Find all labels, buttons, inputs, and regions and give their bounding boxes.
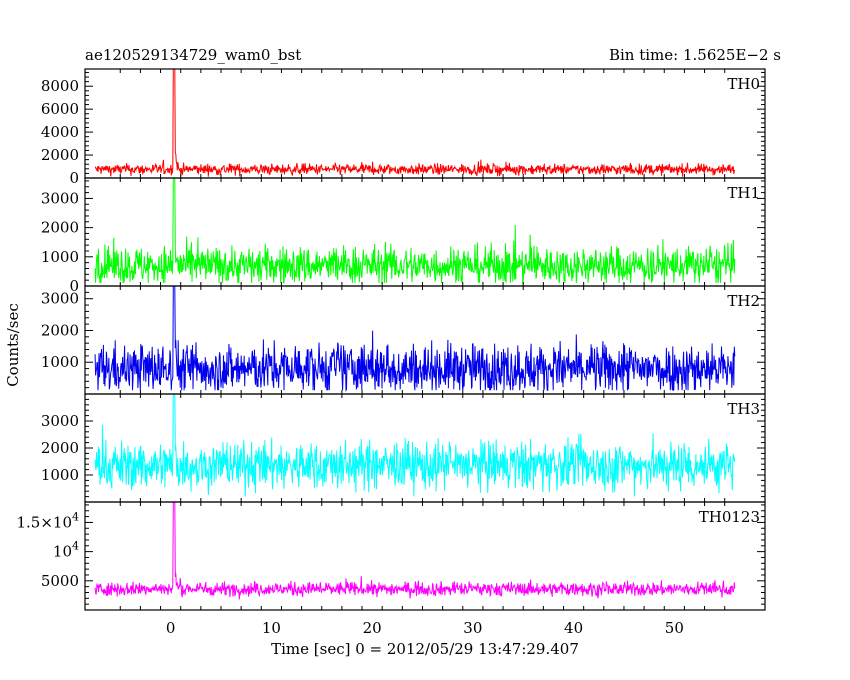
trace-th0 (94, 69, 736, 177)
y-tick-label: 6000 (41, 100, 79, 118)
x-tick-label: 30 (463, 619, 482, 637)
y-tick-label: 1000 (41, 353, 79, 371)
panel-name-th1: TH1 (727, 184, 760, 202)
y-axis-label: Counts/sec (4, 303, 22, 387)
x-tick-label: 20 (363, 619, 382, 637)
x-tick-label: 50 (665, 619, 684, 637)
y-tick-label: 3000 (41, 290, 79, 308)
y-tick-label: 3000 (41, 412, 79, 430)
y-tick-label: 1.5×104 (16, 510, 79, 531)
panel-name-th0: TH0 (727, 75, 760, 93)
y-tick-label: 1000 (41, 466, 79, 484)
x-tick-label: 40 (564, 619, 583, 637)
panel-th3: 1000 2000 3000 TH3 (41, 393, 766, 503)
trace-th2 (94, 286, 736, 392)
panel-name-th2: TH2 (727, 292, 760, 310)
y-tick-label: 2000 (41, 219, 79, 237)
y-tick-label: 4000 (41, 123, 79, 141)
panel-frame (84, 68, 766, 179)
panel-frame (84, 501, 766, 611)
panel-name-th3: TH3 (727, 400, 760, 418)
panel-th0123: 5000 104 1.5×104 TH0123 (16, 501, 766, 611)
y-tick-label: 8000 (41, 77, 79, 95)
y-tick-label: 0 (69, 277, 79, 295)
chart-title: ae120529134729_wam0_bst (85, 46, 301, 64)
y-tick-label: 3000 (41, 189, 79, 207)
y-tick-label: 2000 (41, 321, 79, 339)
panel-name-th0123: TH0123 (699, 508, 760, 526)
trace-th0123 (94, 502, 736, 600)
y-tick-label: 2000 (41, 439, 79, 457)
bin-time-label: Bin time: 1.5625E−2 s (609, 46, 781, 64)
panel-th1: 0 1000 2000 3000 TH1 (41, 177, 766, 295)
y-tick-label: 1000 (41, 248, 79, 266)
panels-group: 0 2000 4000 6000 8000 TH0 0 1000 2000 3000 TH1 1000… (16, 68, 766, 611)
panel-th0: 0 2000 4000 6000 8000 TH0 (41, 68, 766, 187)
y-tick-label: 5000 (41, 572, 79, 590)
y-tick-label: 2000 (41, 146, 79, 164)
panel-th2: 1000 2000 3000 TH2 (41, 285, 766, 395)
trace-th1 (94, 178, 736, 284)
x-axis-ticks: 0 10 20 30 40 50 (166, 619, 684, 637)
x-axis-label: Time [sec] 0 = 2012/05/29 13:47:29.407 (271, 640, 579, 658)
panel-frame (84, 177, 766, 287)
y-tick-label: 104 (53, 540, 79, 561)
trace-th3 (94, 394, 736, 497)
x-tick-label: 10 (262, 619, 281, 637)
x-tick-label: 0 (166, 619, 176, 637)
y-tick-label: 0 (69, 169, 79, 187)
